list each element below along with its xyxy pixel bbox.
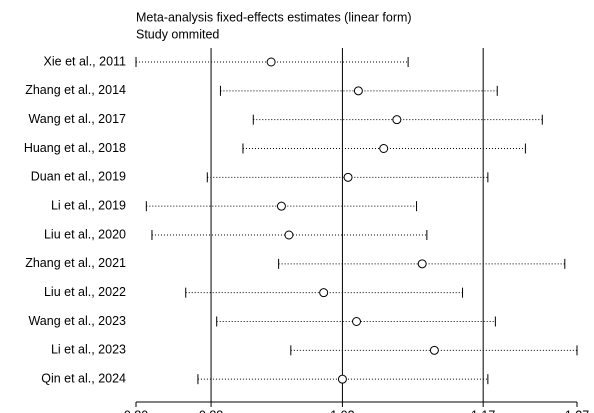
study-label: Zhang et al., 2021	[25, 256, 126, 270]
study-label: Zhang et al., 2014	[25, 83, 126, 97]
study-label: Duan et al., 2019	[31, 170, 126, 184]
estimate	[284, 230, 294, 240]
estimate	[319, 288, 329, 298]
estimate	[417, 259, 427, 269]
study-label: Liu et al., 2020	[44, 227, 126, 241]
study-label: Wang et al., 2017	[28, 112, 126, 126]
chart-title: Meta-analysis fixed-effects estimates (l…	[136, 10, 412, 24]
study-label: Li et al., 2023	[51, 343, 126, 357]
x-tick-label: 1.17	[471, 408, 495, 413]
x-tick-label: 0.88	[199, 408, 223, 413]
x-tick-label: 1.27	[565, 408, 589, 413]
study-label: Huang et al., 2018	[24, 141, 126, 155]
estimate	[353, 86, 363, 96]
estimate	[352, 317, 361, 326]
estimate	[392, 115, 402, 125]
estimate	[343, 172, 353, 182]
estimate	[429, 345, 439, 355]
estimate	[337, 374, 347, 384]
study-label: Qin et al., 2024	[41, 371, 126, 385]
chart-subtitle: Study ommited	[136, 27, 219, 41]
x-tick-label: 0.80	[124, 408, 148, 413]
study-label: Xie et al., 2011	[44, 54, 127, 68]
estimate	[276, 201, 286, 211]
estimate	[379, 144, 389, 153]
x-tick-label: 1.02	[330, 408, 354, 413]
study-label: Wang et al., 2023	[28, 314, 126, 328]
study-label: Li et al., 2019	[51, 198, 126, 212]
study-label: Liu et al., 2022	[44, 285, 126, 299]
estimate	[266, 57, 276, 67]
